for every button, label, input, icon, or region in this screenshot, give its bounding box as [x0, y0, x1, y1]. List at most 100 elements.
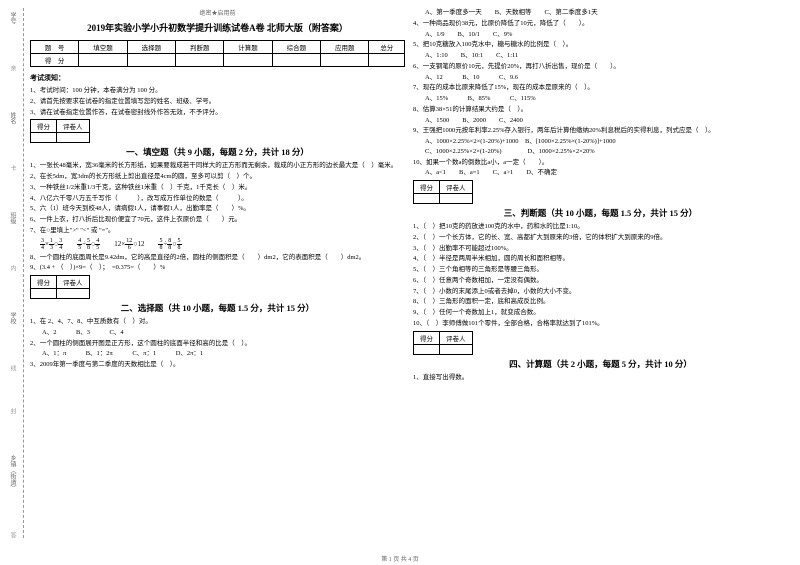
- part4-hdr: 四、计算题（共 2 小题，每题 5 分，共计 10 分）: [413, 358, 788, 370]
- gt4-d: [440, 344, 473, 354]
- gt1-c: [31, 133, 57, 143]
- p2-q5: 5、把10克糖放入100克水中，糖与糖水的比例是（ ）。: [413, 40, 788, 50]
- gt3-a: 得分: [414, 181, 440, 194]
- p2-q2o: A、1：π B、1：2π C、π：1 D、2π：1: [42, 349, 405, 359]
- eq4: 58÷88○58: [158, 238, 181, 251]
- p3-q10: 10、（ ）李师傅做101个零件，全部合格，合格率就达到了101%。: [413, 319, 788, 329]
- p2-q6o: A、12 B、10 C、9.6: [425, 73, 788, 83]
- gt4-b: 评卷人: [440, 331, 473, 344]
- st-s6: [321, 54, 369, 67]
- gt2-d: [57, 289, 90, 299]
- gt4-a: 得分: [414, 331, 440, 344]
- p1-q3: 3、一种铁丝1/2米重1/3千克，这种铁丝1米重（ ）千克，1千克长（ ）米。: [30, 183, 405, 193]
- p3-q1: 1、（ ）把10克的药放进100克的水中，药和水的比是1:10。: [413, 222, 788, 232]
- p2-q9: 9、王强把1000元按年利率2.25%存入银行，两年后计算他缴纳20%利息税后的…: [413, 126, 788, 136]
- p2-q8: 8、估算38×51的计算结果大约是（ ）。: [413, 105, 788, 115]
- p2-q1: 1、在 2、4、7、8、中互质数有（ ）对。: [30, 317, 405, 327]
- p2-q1o: A、2 B、3 C、4: [42, 328, 405, 338]
- eq1: 34×13○34: [40, 238, 63, 251]
- st-s0: 得 分: [31, 54, 79, 67]
- st-h0: 题 号: [31, 41, 79, 54]
- p1-eq-row: 34×13○34 45÷58○45 12×126○12 58÷88○58: [40, 238, 405, 251]
- gt1-a: 得分: [31, 120, 57, 133]
- p1-q4: 4、八亿六千零八万五千写作（ ），改写成万作单位的数是（ ）。: [30, 194, 405, 204]
- side-d2: 卡: [8, 165, 17, 171]
- side-e: 乡镇（街道）: [8, 451, 17, 495]
- p2-q4o: A、1/9 B、10/1 C、9%: [425, 30, 788, 40]
- p2-q3o: A、第一季度多一天 B、天数相等 C、第二季度多1天: [425, 8, 788, 18]
- gt3-c: [414, 194, 440, 204]
- side-a: 学号: [8, 8, 17, 28]
- st-s2: [127, 54, 175, 67]
- p3-q7: 7、（ ）小数的末尾添上0或者去掉0，小数的大小不变。: [413, 287, 788, 297]
- notice-3: 3、请在试卷指定位置作答，在试卷密封线外作答无效，不予评分。: [30, 108, 405, 117]
- p3-q6: 6、（ ）任意两个奇数相加，一定没有偶数。: [413, 276, 788, 286]
- p4-q1: 1、直接写出得数。: [413, 373, 788, 383]
- grader-table-2: 得分评卷人: [30, 275, 90, 299]
- p2-q7: 7、现在的成本比原来降低了15%，现在的成本是原来的（ ）。: [413, 83, 788, 93]
- binding-side: 学号 亲 姓名 卡 班级 内 学校 线 封 乡镇（街道） 答: [2, 8, 24, 538]
- grader-table-1: 得分评卷人: [30, 119, 90, 143]
- notice-1: 1、考试时间：100 分钟，本卷满分为 100 分。: [30, 86, 405, 95]
- p2-q5o: A、1:10 B、10:1 C、1:11: [425, 51, 788, 61]
- part2-hdr: 二、选择题（共 10 小题，每题 1.5 分，共计 15 分）: [30, 302, 405, 314]
- st-s7: [369, 54, 405, 67]
- p3-q8: 8、（ ）三角形的面积一定，底和高成反比例。: [413, 297, 788, 307]
- right-column: A、第一季度多一天 B、天数相等 C、第二季度多1天 4、一种商品现价38元，比…: [413, 8, 788, 383]
- p1-q6: 6、一件上衣，打八折后比现价便宜了70元，这件上衣原价是（ ）元。: [30, 215, 405, 225]
- side-d6: 答: [8, 532, 17, 538]
- gt2-a: 得分: [31, 276, 57, 289]
- st-h1: 填空题: [79, 41, 127, 54]
- notice-hdr: 考试须知：: [30, 73, 405, 83]
- st-h5: 综合题: [272, 41, 320, 54]
- st-h6: 应用题: [321, 41, 369, 54]
- part1-hdr: 一、填空题（共 9 小题，每题 2 分，共计 18 分）: [30, 146, 405, 158]
- grader-table-4: 得分评卷人: [413, 331, 473, 355]
- st-h7: 总分: [369, 41, 405, 54]
- side-d4: 线: [8, 365, 17, 371]
- st-h4: 计算题: [224, 41, 272, 54]
- p2-q10: 10、如果一个数a的倒数比a小，a一定（ ）。: [413, 158, 788, 168]
- page-footer: 第 1 页 共 4 页: [0, 554, 800, 563]
- side-c: 班级: [8, 208, 17, 228]
- p1-q8: 8、一个圆柱的底面周长是9.42dm，它的高是直径的2倍，圆柱的侧面积是（ ）d…: [30, 253, 405, 263]
- grader-table-3: 得分评卷人: [413, 180, 473, 204]
- exam-title: 2019年实验小学小升初数学提升训练试卷A卷 北师大版（附答案）: [30, 21, 405, 34]
- side-d: 学校: [8, 308, 17, 328]
- st-h2: 选择题: [127, 41, 175, 54]
- p1-q1: 1、一张长48毫米，宽36毫米的长方形纸，如果要裁成若干同样大的正方形而无剩余，…: [30, 161, 405, 171]
- side-d3: 内: [8, 265, 17, 271]
- notice-2: 2、请首先按要求在试卷的指定位置填写您的姓名、班级、学号。: [30, 97, 405, 106]
- eq2: 45÷58○45: [77, 238, 100, 251]
- p2-q3: 3、2009年第一季度与第二季度的天数相比是（ ）。: [30, 360, 405, 370]
- st-s1: [79, 54, 127, 67]
- gt2-b: 评卷人: [57, 276, 90, 289]
- p1-q7: 7、在○里填上">" "<" 或 "="。: [30, 226, 405, 236]
- p2-q4: 4、一种商品现价38元，比原价降低了10元，降低了（ ）。: [413, 19, 788, 29]
- left-column: 绝密★启用前 2019年实验小学小升初数学提升训练试卷A卷 北师大版（附答案） …: [30, 8, 405, 383]
- gt4-c: [414, 344, 440, 354]
- score-table: 题 号 填空题 选择题 判断题 计算题 综合题 应用题 总分 得 分: [30, 40, 405, 67]
- p2-q9o: A、1000×2.25%×2×(1-20%)+1000 B、[1000×2.25…: [425, 137, 788, 157]
- p2-q2: 2、一个圆柱的侧面展开图是正方形，这个圆柱的底面半径和高的比是（ ）。: [30, 339, 405, 349]
- st-s3: [176, 54, 224, 67]
- p3-q2: 2、（ ）一个长方体，它的长、宽、高都扩大到原来的3倍，它的体积扩大到原来的9倍…: [413, 233, 788, 243]
- p3-q5: 5、（ ）三个角相等的三角形是等腰三角形。: [413, 265, 788, 275]
- st-s4: [224, 54, 272, 67]
- side-d5: 封: [8, 408, 17, 414]
- gt3-d: [440, 194, 473, 204]
- gt3-b: 评卷人: [440, 181, 473, 194]
- gt1-d: [57, 133, 90, 143]
- gt1-b: 评卷人: [57, 120, 90, 133]
- p1-q5: 5、六（1）班今天到校48人，请病假1人，请事假1人，出勤率是（ ）%。: [30, 204, 405, 214]
- secret-header: 绝密★启用前: [30, 8, 405, 17]
- side-d1: 亲: [8, 65, 17, 71]
- eq3: 12×126○12: [114, 238, 144, 251]
- page-wrap: 绝密★启用前 2019年实验小学小升初数学提升训练试卷A卷 北师大版（附答案） …: [0, 0, 800, 387]
- st-h3: 判断题: [176, 41, 224, 54]
- p3-q9: 9、（ ）任何一个奇数加上1，就变成合数。: [413, 308, 788, 318]
- p1-q2: 2、在长5dm，宽3dm的长方形纸上剪出直径是4cm的圆，至多可以剪（ ）个。: [30, 172, 405, 182]
- p2-q10o: A、a<1 B、a=1 C、a>1 D、不确定: [425, 168, 788, 178]
- p2-q7o: A、15% B、85% C、115%: [425, 94, 788, 104]
- p3-q3: 3、（ ）出勤率不可能超过100%。: [413, 244, 788, 254]
